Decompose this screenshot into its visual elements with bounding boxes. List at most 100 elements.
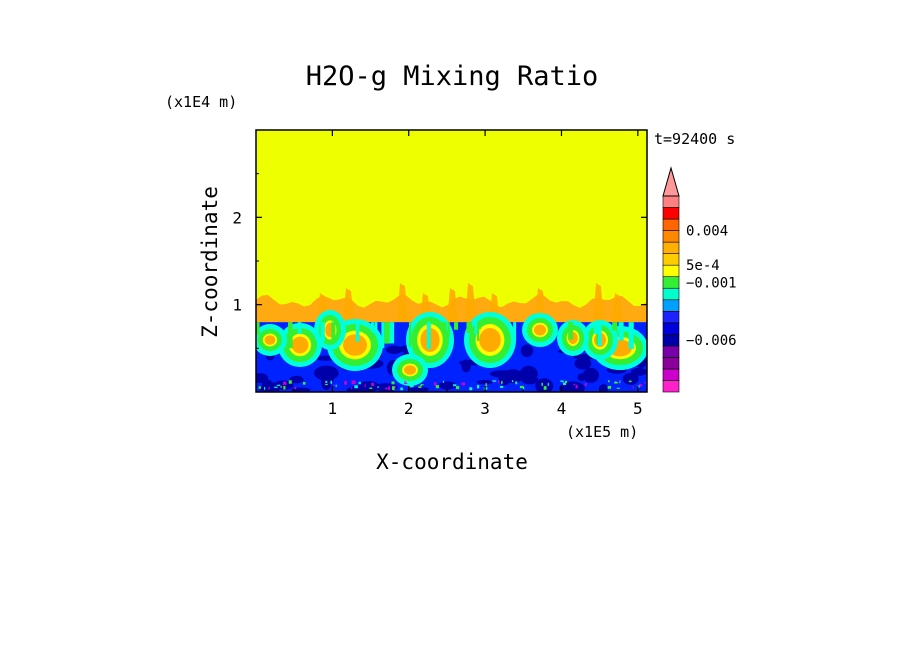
surface-speckle <box>522 387 525 391</box>
x-tick-label: 1 <box>328 399 338 418</box>
surface-speckle <box>283 385 286 390</box>
plume <box>343 288 354 323</box>
surface-speckle <box>515 381 518 385</box>
streak <box>256 322 260 335</box>
streak <box>466 322 473 334</box>
surface-speckle <box>325 380 328 383</box>
surface-speckle <box>453 384 457 387</box>
surface-speckle <box>565 380 568 384</box>
colorbar-label: 5e-4 <box>686 258 720 274</box>
surface-speckle <box>351 387 353 389</box>
surface-speckle <box>364 384 366 387</box>
surface-speckle <box>584 383 587 387</box>
surface-speckle <box>560 380 564 383</box>
cell-core <box>404 365 416 375</box>
contour-field <box>256 130 647 392</box>
colorbar-extend-arrow <box>662 166 680 197</box>
y-axis-label: Z-coordinate <box>198 186 222 338</box>
surface-speckle <box>499 386 504 388</box>
dark-patch <box>535 378 554 392</box>
surface-speckle <box>501 380 503 385</box>
surface-speckle <box>404 381 406 383</box>
dark-patch <box>622 372 639 385</box>
streak <box>389 322 395 344</box>
surface-speckle <box>283 381 287 385</box>
surface-speckle <box>391 381 395 385</box>
streak <box>384 322 390 344</box>
surface-speckle <box>358 381 361 385</box>
colorbar-level <box>662 264 680 278</box>
plume <box>612 293 623 323</box>
surface-speckle <box>442 380 445 383</box>
surface-speckle <box>547 382 549 386</box>
dark-patch <box>577 373 586 382</box>
surface-speckle <box>543 386 547 390</box>
dark-patch <box>560 387 579 392</box>
surface-speckle <box>371 382 374 387</box>
colorbar-level <box>662 207 680 220</box>
surface-speckle <box>335 384 337 387</box>
dark-patch <box>374 383 398 392</box>
colorbar-level <box>662 322 680 335</box>
x-scale-label: (x1E5 m) <box>566 423 638 441</box>
streak <box>426 322 431 350</box>
surface-speckle <box>644 382 647 384</box>
surface-speckle <box>280 385 282 388</box>
surface-speckle <box>418 386 422 389</box>
chart-title: H2O-g Mixing Ratio <box>306 61 599 92</box>
x-axis-label: X-coordinate <box>376 450 528 474</box>
surface-speckle <box>519 385 524 389</box>
cell-core <box>343 334 367 356</box>
surface-speckle <box>392 386 395 391</box>
surface-speckle <box>294 387 297 390</box>
colorbar-level <box>662 380 680 393</box>
dark-patch <box>289 375 304 384</box>
surface-speckle <box>268 387 270 390</box>
streak <box>474 322 478 335</box>
dark-patch <box>313 365 339 381</box>
dark-patch <box>574 357 592 370</box>
surface-speckle <box>385 387 388 390</box>
surface-speckle <box>274 386 278 388</box>
surface-speckle <box>638 383 642 387</box>
colorbar-level <box>662 230 680 243</box>
colorbar-label: 0.004 <box>686 224 728 240</box>
surface-speckle <box>369 387 373 389</box>
x-tick-label: 3 <box>480 399 490 418</box>
streak <box>478 322 481 329</box>
surface-speckle <box>325 383 328 386</box>
dark-patch <box>346 385 373 392</box>
x-tick-label: 5 <box>633 399 643 418</box>
dark-patch <box>520 344 534 358</box>
surface-speckle <box>493 381 496 383</box>
streak <box>568 322 573 340</box>
x-tick-label: 4 <box>557 399 567 418</box>
surface-speckle <box>433 382 437 386</box>
y-scale-label: (x1E4 m) <box>165 93 237 111</box>
dark-patch <box>476 379 493 385</box>
cell-core <box>479 328 501 352</box>
colorbar-level <box>662 357 680 370</box>
plume <box>465 283 476 323</box>
surface-speckle <box>573 383 576 386</box>
surface-speckle <box>354 385 358 389</box>
surface-speckle <box>607 385 612 389</box>
dark-patch <box>631 367 647 376</box>
surface-speckle <box>619 380 621 384</box>
surface-speckle <box>575 385 578 389</box>
surface-speckle <box>420 384 424 386</box>
colorbar-level <box>662 368 680 381</box>
streak <box>371 322 374 333</box>
y-tick-label: 2 <box>232 208 242 227</box>
dark-patch <box>502 369 524 384</box>
colorbar-label: −0.006 <box>686 333 737 349</box>
surface-speckle <box>258 386 261 389</box>
dark-patch <box>521 375 539 385</box>
streak <box>454 322 459 330</box>
surface-speckle <box>632 386 634 389</box>
time-label: t=92400 s <box>654 130 735 148</box>
surface-speckle <box>511 380 514 383</box>
surface-speckle <box>404 382 408 384</box>
cell-core <box>291 336 309 354</box>
surface-speckle <box>400 387 403 391</box>
